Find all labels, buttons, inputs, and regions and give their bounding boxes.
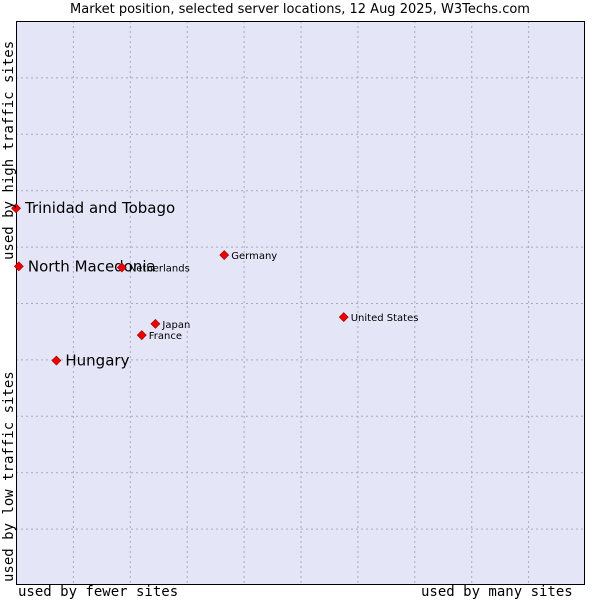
- plot-border: [16, 21, 585, 585]
- point-marker: [338, 312, 349, 323]
- data-point-hungary: Hungary: [51, 352, 130, 370]
- point-marker: [116, 262, 127, 273]
- point-marker: [219, 250, 230, 260]
- point-marker: [51, 355, 62, 366]
- chart-title: Market position, selected server locatio…: [70, 2, 530, 17]
- point-label: Netherlands: [129, 263, 190, 274]
- y-axis-label-bottom: used by low traffic sites: [1, 371, 17, 582]
- point-label: North Macedonia: [28, 257, 156, 275]
- point-label: Trinidad and Tobago: [24, 199, 175, 217]
- point-label: Hungary: [65, 352, 129, 370]
- data-point-trinidad-and-tobago: Trinidad and Tobago: [11, 199, 175, 217]
- point-marker: [136, 330, 147, 341]
- data-point-germany: Germany: [219, 250, 277, 262]
- data-point-france: France: [136, 330, 182, 342]
- point-label: Japan: [161, 320, 190, 331]
- data-point-netherlands: Netherlands: [116, 262, 190, 274]
- data-points: Trinidad and Tobago North Macedonia Hungar…: [11, 199, 419, 370]
- grid-lines: [16, 21, 585, 585]
- data-point-japan: Japan: [150, 318, 190, 331]
- point-label: France: [149, 331, 182, 342]
- point-label: United States: [351, 313, 419, 324]
- axes: [16, 21, 585, 585]
- point-label: Germany: [231, 251, 277, 262]
- data-point-north-macedonia: North Macedonia: [13, 257, 156, 275]
- point-marker: [13, 261, 24, 272]
- x-axis-label-left: used by fewer sites: [18, 584, 179, 600]
- data-point-united-states: United States: [338, 312, 419, 324]
- x-axis-label-right: used by many sites: [421, 584, 573, 600]
- point-marker: [150, 318, 161, 329]
- y-axis-label-top: used by high traffic sites: [1, 40, 17, 260]
- point-marker: [11, 203, 21, 214]
